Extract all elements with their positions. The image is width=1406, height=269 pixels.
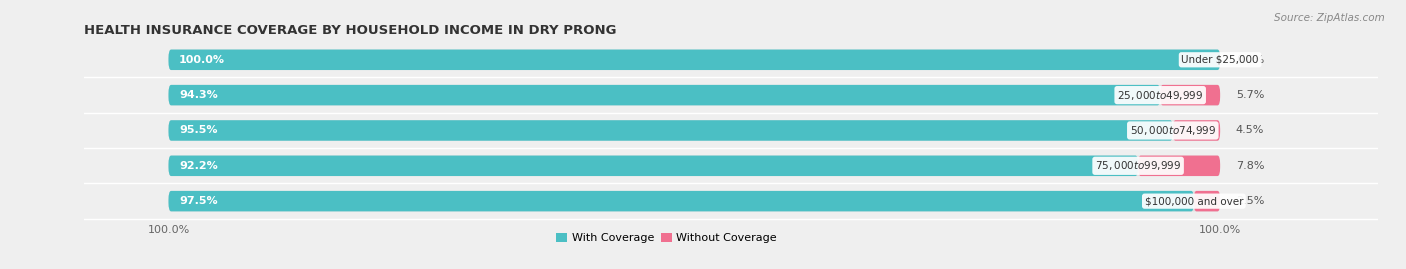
FancyBboxPatch shape — [1137, 155, 1220, 176]
FancyBboxPatch shape — [1173, 120, 1220, 141]
Text: $25,000 to $49,999: $25,000 to $49,999 — [1116, 89, 1204, 102]
FancyBboxPatch shape — [169, 85, 1160, 105]
Text: Source: ZipAtlas.com: Source: ZipAtlas.com — [1274, 13, 1385, 23]
Text: 100.0%: 100.0% — [179, 55, 225, 65]
FancyBboxPatch shape — [169, 120, 1173, 141]
FancyBboxPatch shape — [1194, 191, 1220, 211]
Text: 92.2%: 92.2% — [179, 161, 218, 171]
FancyBboxPatch shape — [169, 191, 1220, 211]
FancyBboxPatch shape — [1160, 85, 1220, 105]
Text: 97.5%: 97.5% — [179, 196, 218, 206]
Text: 4.5%: 4.5% — [1236, 125, 1264, 136]
Text: $100,000 and over: $100,000 and over — [1144, 196, 1243, 206]
Text: 95.5%: 95.5% — [179, 125, 218, 136]
Legend: With Coverage, Without Coverage: With Coverage, Without Coverage — [551, 228, 782, 247]
FancyBboxPatch shape — [169, 155, 1220, 176]
Text: 5.7%: 5.7% — [1236, 90, 1264, 100]
FancyBboxPatch shape — [169, 155, 1137, 176]
Text: 7.8%: 7.8% — [1236, 161, 1264, 171]
Text: 94.3%: 94.3% — [179, 90, 218, 100]
Text: $50,000 to $74,999: $50,000 to $74,999 — [1129, 124, 1216, 137]
Text: Under $25,000: Under $25,000 — [1181, 55, 1258, 65]
FancyBboxPatch shape — [169, 85, 1220, 105]
Text: 0.0%: 0.0% — [1236, 55, 1264, 65]
Text: HEALTH INSURANCE COVERAGE BY HOUSEHOLD INCOME IN DRY PRONG: HEALTH INSURANCE COVERAGE BY HOUSEHOLD I… — [84, 24, 617, 37]
Text: 2.5%: 2.5% — [1236, 196, 1264, 206]
FancyBboxPatch shape — [169, 49, 1220, 70]
FancyBboxPatch shape — [169, 191, 1194, 211]
Text: $75,000 to $99,999: $75,000 to $99,999 — [1095, 159, 1181, 172]
FancyBboxPatch shape — [169, 49, 1220, 70]
FancyBboxPatch shape — [169, 120, 1220, 141]
